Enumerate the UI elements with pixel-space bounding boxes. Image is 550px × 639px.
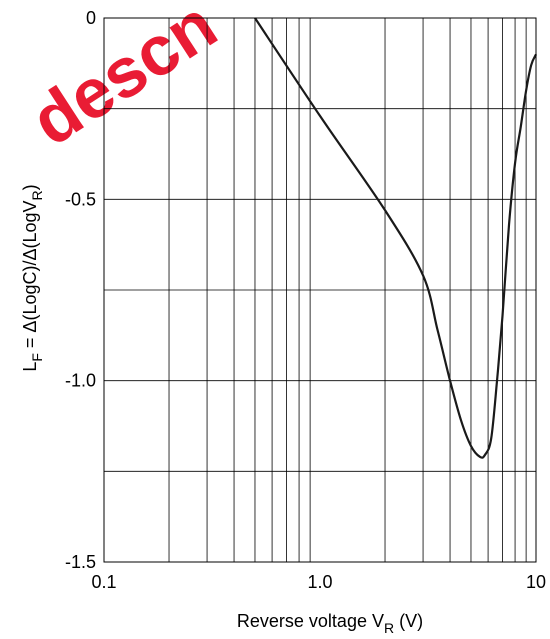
y-tick-label: -1.5 (65, 552, 96, 572)
y-tick-label: -1.0 (65, 371, 96, 391)
x-tick-label: 10 (526, 572, 546, 592)
grid (104, 17, 536, 563)
y-axis-label: LF = Δ(LogC)/Δ(LogVR) (20, 184, 45, 371)
tick-labels: 0 -0.5 -1.0 -1.50.1 1.0 10 (65, 8, 546, 592)
y-tick-label: -0.5 (65, 189, 96, 209)
x-axis-label: Reverse voltage VR (V) (237, 611, 423, 636)
watermark-text: descn (18, 0, 230, 161)
x-tick-label: 1.0 (307, 572, 332, 592)
y-tick-label: 0 (86, 8, 96, 28)
plot-frame (103, 17, 537, 563)
series-layer (254, 17, 538, 459)
x-tick-label: 0.1 (91, 572, 116, 592)
series-line (254, 17, 538, 459)
watermark: descn (18, 0, 230, 161)
